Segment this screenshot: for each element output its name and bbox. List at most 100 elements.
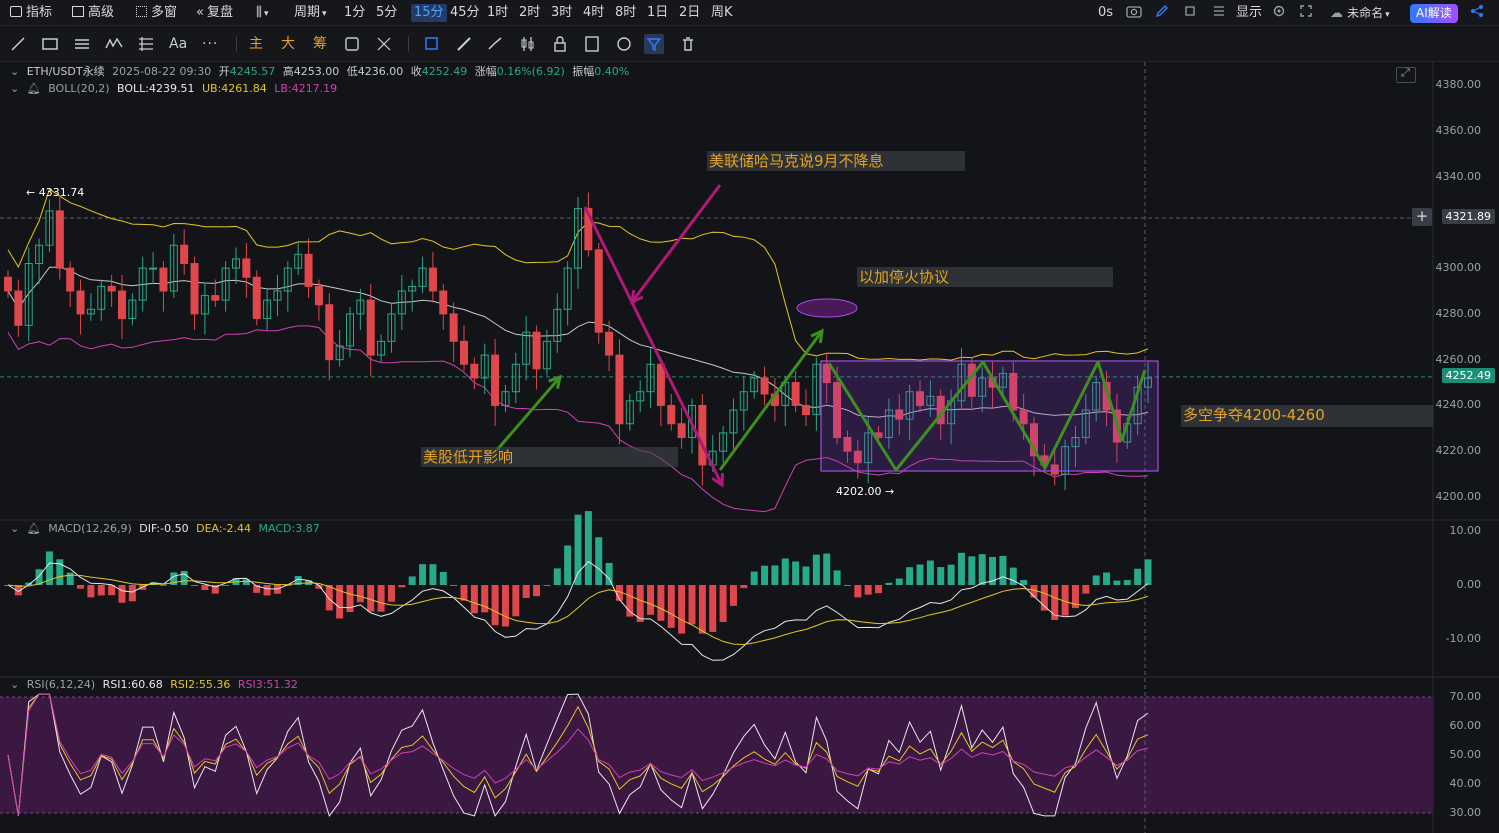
interval-11[interactable]: 周K <box>711 5 733 20</box>
gear-button[interactable] <box>1272 4 1286 22</box>
notes-icon[interactable] <box>582 34 602 54</box>
interval-0[interactable]: 1分 <box>344 5 366 20</box>
advanced-button[interactable]: 高级 <box>72 4 114 22</box>
layout-selector[interactable]: ☁ 未命名 ▾ <box>1330 6 1390 21</box>
grid-icon <box>136 6 147 17</box>
candle-body <box>511 363 520 393</box>
candle-body <box>304 253 313 287</box>
macd-bar <box>1113 580 1121 585</box>
chart-canvas[interactable] <box>0 62 1499 833</box>
chevron-down-icon[interactable]: ⌄ <box>10 522 20 535</box>
price-tick-10: 4200.00 <box>1435 490 1482 503</box>
expand-button[interactable]: ⤢ <box>1396 66 1416 83</box>
candle-body <box>366 299 375 356</box>
macd-bar <box>1144 559 1152 585</box>
camera-button[interactable] <box>1126 4 1142 22</box>
big-order-toggle[interactable]: 大 <box>281 36 295 52</box>
macd-bar <box>636 585 644 622</box>
candle-body <box>1030 423 1038 457</box>
interval-10[interactable]: 2日 <box>679 5 701 20</box>
candle-body <box>66 267 75 292</box>
annotation-ceasefire[interactable]: 以加停火协议 <box>857 267 1113 287</box>
fibonacci-icon[interactable] <box>136 34 156 54</box>
alert-icon[interactable] <box>614 34 634 54</box>
brush-icon[interactable] <box>486 34 506 54</box>
annotation-fed[interactable]: 美联储哈马克说9月不降息 <box>707 151 965 171</box>
rsi3-value: RSI3:51.32 <box>237 678 298 691</box>
interval-9[interactable]: 1日 <box>647 5 669 20</box>
lock-icon[interactable] <box>550 34 570 54</box>
macd-bar <box>253 585 261 593</box>
macd-bar <box>781 558 789 585</box>
chart-type-button[interactable]: ⫼ ▾ <box>256 4 269 22</box>
ruler-icon[interactable] <box>454 34 474 54</box>
interval-8[interactable]: 8时 <box>615 5 637 20</box>
interval-5[interactable]: 2时 <box>519 5 541 20</box>
annotation-range[interactable]: 多空争夺4200-4260 <box>1181 405 1433 427</box>
replay-button[interactable]: «复盘 <box>196 5 233 20</box>
macd-bar <box>1030 585 1038 598</box>
news-arrow-head <box>630 289 644 305</box>
interval-2[interactable]: 15分 <box>411 4 447 22</box>
macd-bar <box>14 585 22 596</box>
boll-ub: UB:4261.84 <box>202 82 267 95</box>
macd-bar <box>615 585 623 601</box>
measure-icon[interactable] <box>374 34 394 54</box>
popout-button[interactable] <box>1183 4 1197 22</box>
annotation-us-stock[interactable]: 美股低开影响 <box>421 447 678 467</box>
candle-style-icon[interactable] <box>518 34 538 54</box>
cursor-icon[interactable] <box>422 34 442 54</box>
draw-pen-button[interactable] <box>1155 4 1169 22</box>
price-tick-2: 4340.00 <box>1435 169 1482 183</box>
trend-line-icon[interactable] <box>8 34 28 54</box>
chevron-down-icon[interactable]: ⌄ <box>10 65 20 78</box>
macd-bar <box>595 537 603 585</box>
text-tool[interactable]: Aa <box>169 36 188 52</box>
main-toggle[interactable]: 主 <box>249 36 263 52</box>
trash-icon[interactable] <box>678 34 698 54</box>
period-button[interactable]: 周期 ▾ <box>294 5 327 20</box>
interval-1[interactable]: 5分 <box>376 5 398 20</box>
parallel-lines-icon[interactable] <box>72 34 92 54</box>
macd-bar <box>222 585 230 586</box>
macd-bar <box>792 561 800 585</box>
more-tools[interactable]: ··· <box>202 36 219 52</box>
add-alert-button[interactable]: + <box>1412 208 1432 226</box>
bell-icon[interactable]: 🔔︎ <box>26 82 41 95</box>
interval-3[interactable]: 45分 <box>450 5 480 20</box>
current-price-tag: 4252.49 <box>1441 368 1495 383</box>
macd-name: MACD(12,26,9) <box>48 522 132 535</box>
boll-lower-line <box>7 325 1149 513</box>
display-button[interactable]: 显示 <box>1236 5 1263 20</box>
magnet-icon[interactable] <box>342 34 362 54</box>
interval-7[interactable]: 4时 <box>583 5 605 20</box>
indicators-button[interactable]: 指标 <box>10 4 52 22</box>
bell-icon[interactable]: 🔔︎ <box>26 522 41 535</box>
candle-body <box>118 290 126 319</box>
share-button[interactable] <box>1470 4 1484 22</box>
multi-window-button[interactable]: 多窗 <box>136 4 177 22</box>
macd-bar <box>439 571 447 585</box>
interval-4[interactable]: 1时 <box>487 5 509 20</box>
chevron-down-icon[interactable]: ⌄ <box>10 82 20 95</box>
filter-icon[interactable] <box>644 34 664 54</box>
interval-6[interactable]: 3时 <box>551 5 573 20</box>
candle-body <box>636 391 645 402</box>
chip-toggle[interactable]: 筹 <box>313 36 327 52</box>
close-value: 4252.49 <box>421 65 468 78</box>
boll-name: BOLL(20,2) <box>48 82 110 95</box>
fullscreen-button[interactable] <box>1299 4 1313 22</box>
candle-body <box>138 267 147 301</box>
macd-bar <box>854 585 862 598</box>
macd-bar <box>761 565 769 585</box>
macd-bar <box>191 585 199 587</box>
rsi-band <box>0 697 1433 813</box>
settings-list-button[interactable] <box>1212 4 1226 22</box>
candle-body <box>335 345 344 361</box>
ai-analysis-button[interactable]: AI解读 <box>1410 4 1458 23</box>
candle-body <box>822 363 831 384</box>
chevron-down-icon[interactable]: ⌄ <box>10 678 20 691</box>
candle-body <box>211 295 220 301</box>
rectangle-icon[interactable] <box>40 34 60 54</box>
elliott-wave-icon[interactable] <box>104 34 124 54</box>
